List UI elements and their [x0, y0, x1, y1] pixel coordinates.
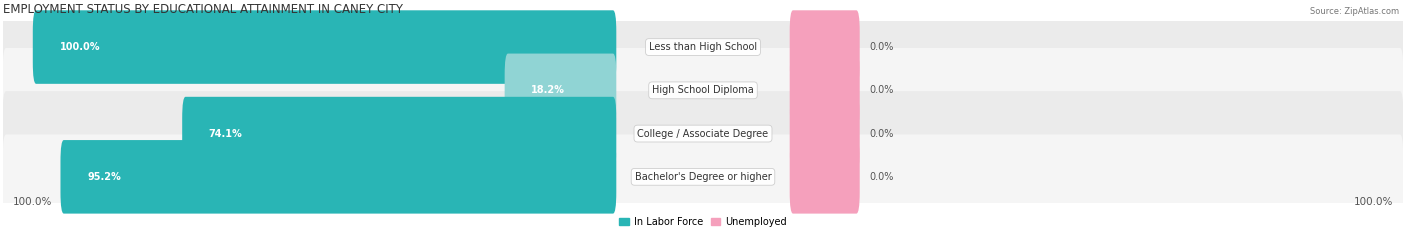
Text: 100.0%: 100.0%: [13, 197, 52, 207]
Text: 0.0%: 0.0%: [870, 129, 894, 139]
FancyBboxPatch shape: [790, 97, 859, 170]
FancyBboxPatch shape: [3, 91, 1403, 176]
FancyBboxPatch shape: [3, 48, 1403, 133]
Text: Bachelor's Degree or higher: Bachelor's Degree or higher: [634, 172, 772, 182]
Text: 0.0%: 0.0%: [870, 85, 894, 95]
FancyBboxPatch shape: [3, 134, 1403, 219]
FancyBboxPatch shape: [790, 54, 859, 127]
FancyBboxPatch shape: [32, 10, 616, 84]
Text: 95.2%: 95.2%: [87, 172, 121, 182]
Text: 74.1%: 74.1%: [209, 129, 243, 139]
FancyBboxPatch shape: [183, 97, 616, 170]
FancyBboxPatch shape: [790, 140, 859, 214]
Legend: In Labor Force, Unemployed: In Labor Force, Unemployed: [616, 213, 790, 231]
Text: Source: ZipAtlas.com: Source: ZipAtlas.com: [1310, 7, 1399, 16]
FancyBboxPatch shape: [60, 140, 616, 214]
Text: 100.0%: 100.0%: [1354, 197, 1393, 207]
FancyBboxPatch shape: [505, 54, 616, 127]
Text: 18.2%: 18.2%: [531, 85, 565, 95]
Text: 100.0%: 100.0%: [59, 42, 100, 52]
Text: College / Associate Degree: College / Associate Degree: [637, 129, 769, 139]
Text: EMPLOYMENT STATUS BY EDUCATIONAL ATTAINMENT IN CANEY CITY: EMPLOYMENT STATUS BY EDUCATIONAL ATTAINM…: [3, 3, 402, 16]
FancyBboxPatch shape: [3, 5, 1403, 89]
Text: 0.0%: 0.0%: [870, 42, 894, 52]
Text: High School Diploma: High School Diploma: [652, 85, 754, 95]
Text: Less than High School: Less than High School: [650, 42, 756, 52]
FancyBboxPatch shape: [790, 10, 859, 84]
Text: 0.0%: 0.0%: [870, 172, 894, 182]
